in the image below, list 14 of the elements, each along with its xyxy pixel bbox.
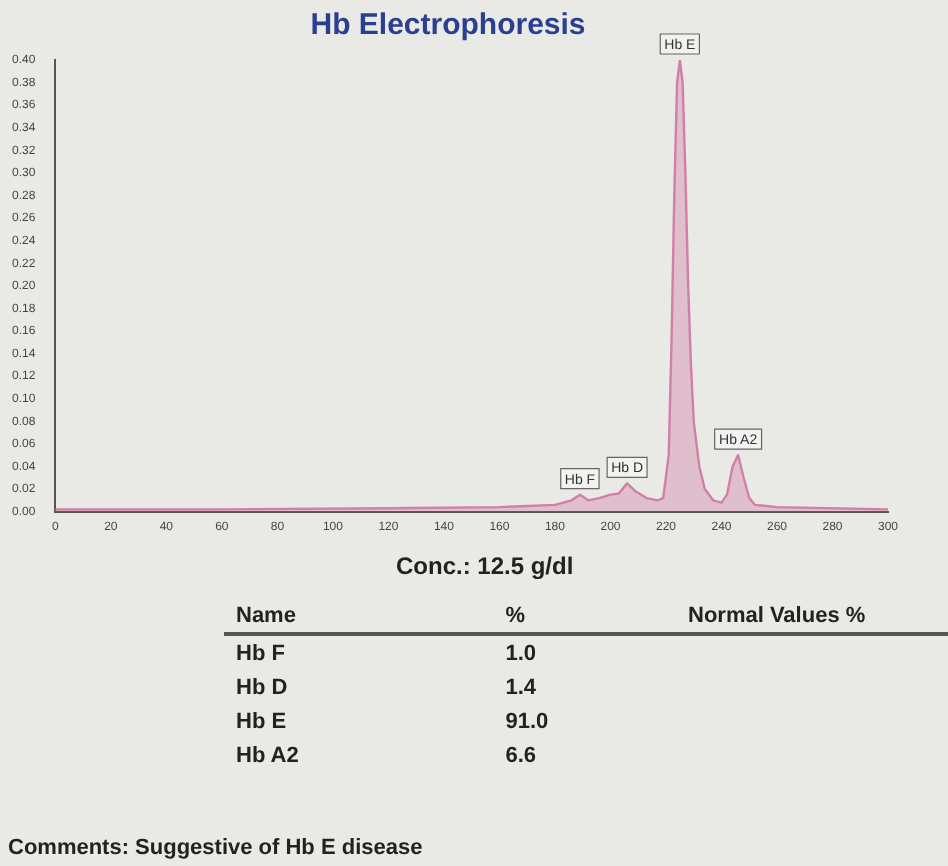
text: Conc.: 12.5 g/dl: [396, 552, 574, 580]
text: Hb F: [234, 639, 287, 669]
text: %: [493, 600, 676, 634]
text: 1.0: [503, 639, 539, 669]
text: Comments: Suggestive of Hb E disease: [8, 836, 423, 860]
text: Hb E: [234, 707, 289, 737]
text: Name: [224, 600, 494, 634]
text: Normal Values %: [676, 600, 948, 634]
text: Hb D: [234, 673, 290, 703]
text: 1.4: [503, 673, 539, 703]
text: 6.6: [503, 741, 539, 771]
text: 91.0: [503, 707, 551, 737]
chart-title: Hb Electrophoresis: [310, 8, 586, 43]
text: Hb A2: [234, 741, 301, 771]
